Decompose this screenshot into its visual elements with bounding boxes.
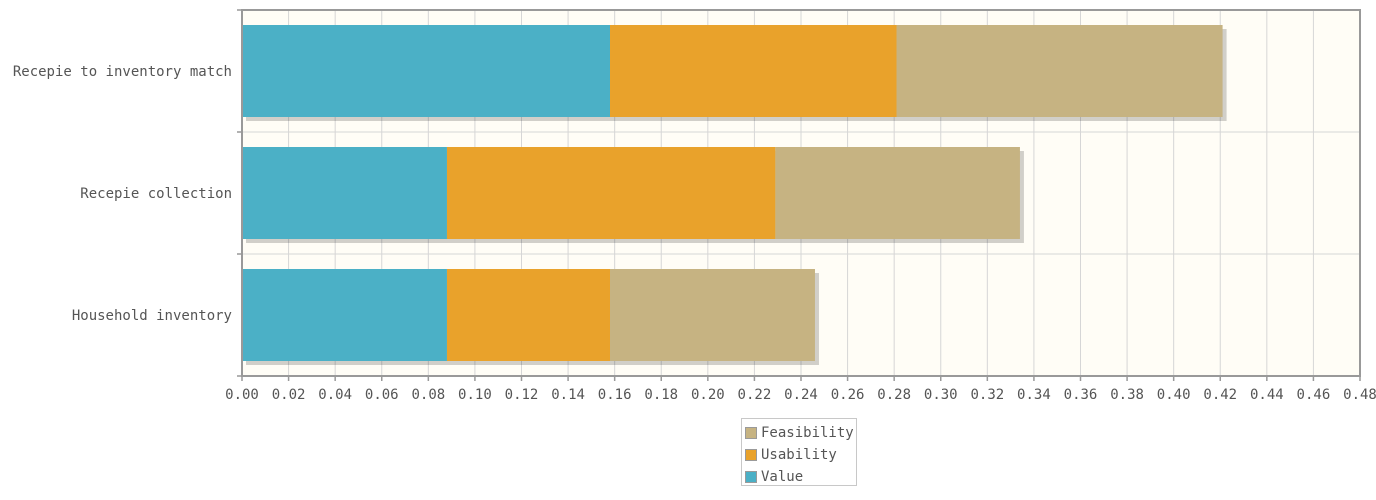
- x-tick-label: 0.18: [644, 387, 678, 403]
- x-tick-label: 0.28: [877, 387, 911, 403]
- x-tick-label: 0.16: [598, 387, 632, 403]
- x-tick-label: 0.02: [272, 387, 306, 403]
- bar-segment-value-0: [242, 25, 611, 117]
- y-tick-label: Household inventory: [72, 308, 232, 324]
- x-tick-label: 0.40: [1157, 387, 1191, 403]
- x-tick-label: 0.48: [1343, 387, 1376, 403]
- x-tick-label: 0.22: [738, 387, 772, 403]
- legend-item-feasibility: Feasibility: [745, 422, 856, 444]
- x-tick-label: 0.06: [365, 387, 399, 403]
- x-tick-label: 0.42: [1203, 387, 1237, 403]
- legend-swatch-value: [745, 471, 757, 483]
- legend-item-usability: Usability: [745, 444, 856, 466]
- bar-segment-usability-2: [446, 269, 611, 361]
- legend-swatch-feasibility: [745, 427, 757, 439]
- y-tick-label: Recepie collection: [80, 186, 232, 202]
- x-tick-label: 0.38: [1110, 387, 1144, 403]
- x-tick-label: 0.04: [318, 387, 352, 403]
- x-tick-label: 0.44: [1250, 387, 1284, 403]
- bar-segment-usability-0: [610, 25, 897, 117]
- x-tick-label: 0.30: [924, 387, 958, 403]
- x-tick-label: 0.36: [1064, 387, 1098, 403]
- legend: Feasibility Usability Value: [741, 418, 857, 486]
- x-tick-label: 0.08: [411, 387, 445, 403]
- x-axis: 0.00 0.02 0.04 0.06 0.08 0.10 0.12 0.14 0.16 0.18…: [225, 376, 1376, 403]
- x-tick-label: 0.10: [458, 387, 492, 403]
- bar-segment-feasibility-1: [775, 147, 1020, 239]
- legend-item-value: Value: [745, 466, 856, 488]
- x-tick-label: 0.24: [784, 387, 818, 403]
- y-tick-label: Recepie to inventory match: [13, 64, 232, 80]
- legend-label-usability: Usability: [761, 447, 837, 463]
- x-tick-label: 0.34: [1017, 387, 1051, 403]
- legend-label-value: Value: [761, 469, 804, 485]
- bar-segment-feasibility-0: [896, 25, 1223, 117]
- x-tick-label: 0.14: [551, 387, 585, 403]
- x-tick-label: 0.20: [691, 387, 725, 403]
- x-tick-label: 0.26: [831, 387, 865, 403]
- x-tick-label: 0.46: [1297, 387, 1331, 403]
- x-tick-label: 0.00: [225, 387, 259, 403]
- y-axis: Recepie to inventory match Recepie collec…: [13, 9, 242, 377]
- legend-label-feasibility: Feasibility: [761, 425, 854, 441]
- bars: [242, 25, 1227, 365]
- bar-segment-value-1: [242, 147, 447, 239]
- legend-swatch-usability: [745, 449, 757, 461]
- bar-segment-value-2: [242, 269, 447, 361]
- bar-segment-feasibility-2: [610, 269, 815, 361]
- x-tick-label: 0.32: [970, 387, 1004, 403]
- x-tick-label: 0.12: [505, 387, 539, 403]
- bar-segment-usability-1: [446, 147, 776, 239]
